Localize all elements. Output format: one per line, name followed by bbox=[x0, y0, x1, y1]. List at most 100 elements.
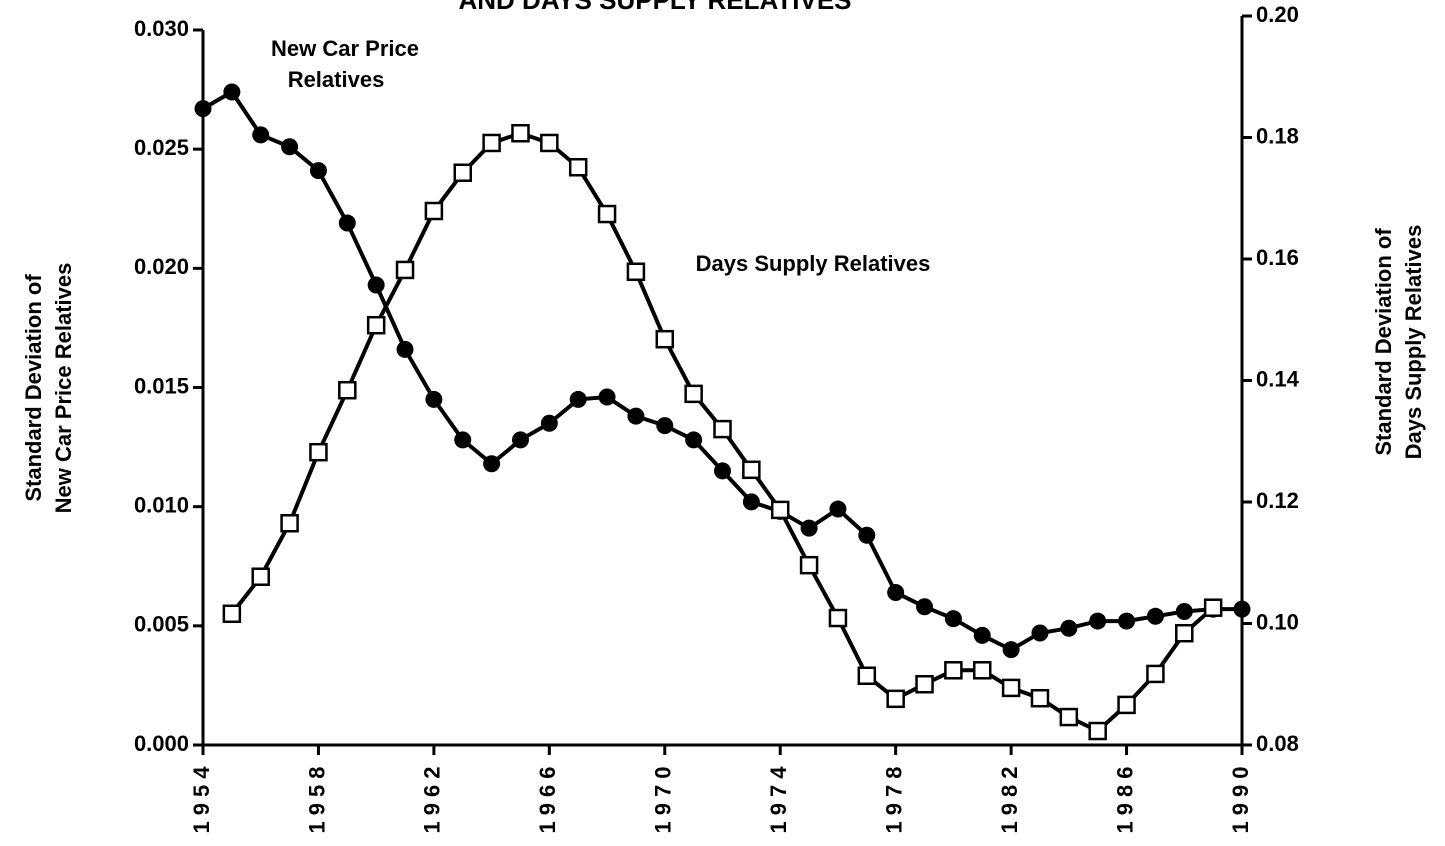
square-marker bbox=[366, 315, 386, 335]
square-marker bbox=[597, 204, 617, 224]
x-tick-label: 1962 bbox=[420, 761, 445, 834]
circle-marker bbox=[194, 100, 212, 118]
y-tick-label: 0.005 bbox=[134, 612, 189, 637]
square-marker bbox=[1088, 721, 1107, 741]
x-tick-label: 1958 bbox=[304, 761, 329, 834]
square-marker bbox=[973, 661, 992, 680]
circle-marker bbox=[598, 388, 616, 406]
square-marker bbox=[395, 260, 415, 280]
square-marker bbox=[424, 201, 444, 221]
circle-marker bbox=[281, 138, 299, 156]
x-tick-label: 1990 bbox=[1228, 761, 1253, 834]
circle-marker bbox=[511, 431, 529, 449]
y2-tick-label: 0.10 bbox=[1256, 609, 1299, 634]
square-marker bbox=[857, 666, 877, 685]
circle-marker bbox=[338, 214, 356, 232]
annotation: Relatives bbox=[288, 67, 385, 92]
square-marker bbox=[655, 329, 675, 349]
square-marker bbox=[915, 675, 934, 694]
circle-marker bbox=[454, 431, 472, 449]
circle-marker bbox=[627, 407, 645, 425]
circle-marker bbox=[685, 431, 703, 449]
square-marker bbox=[886, 689, 905, 709]
square-marker bbox=[944, 661, 963, 680]
square-marker bbox=[222, 604, 242, 624]
x-tick-label: 1954 bbox=[189, 761, 214, 834]
series-line bbox=[201, 89, 1242, 652]
square-marker bbox=[799, 555, 819, 575]
y-axis-title: Standard Deviation of bbox=[21, 274, 46, 502]
square-marker bbox=[309, 442, 328, 462]
circle-marker bbox=[569, 390, 587, 408]
circle-marker bbox=[1146, 607, 1164, 625]
circle-marker bbox=[829, 500, 847, 518]
circle-marker bbox=[396, 340, 414, 358]
y-tick-label: 0.015 bbox=[134, 373, 189, 398]
square-marker bbox=[453, 163, 472, 182]
y-axis-title: New Car Price Relatives bbox=[51, 263, 76, 514]
square-marker bbox=[482, 133, 501, 153]
square-marker bbox=[626, 262, 646, 282]
circle-marker bbox=[540, 414, 558, 432]
square-marker bbox=[713, 419, 732, 439]
y2-tick-label: 0.08 bbox=[1256, 731, 1299, 756]
y-tick-label: 0.030 bbox=[134, 16, 189, 41]
circle-marker bbox=[656, 417, 674, 435]
square-marker bbox=[1146, 664, 1165, 684]
square-marker bbox=[540, 133, 559, 153]
y-tick-label: 0.010 bbox=[134, 492, 189, 517]
square-marker bbox=[251, 567, 270, 586]
square-marker bbox=[511, 123, 530, 143]
square-marker bbox=[1030, 688, 1050, 708]
circle-marker bbox=[1002, 641, 1020, 659]
x-tick-label: 1966 bbox=[535, 761, 560, 834]
annotation: Days Supply Relatives bbox=[696, 251, 931, 276]
circle-marker bbox=[742, 493, 760, 511]
x-tick-label: 1978 bbox=[881, 761, 906, 834]
y-tick-label: 0.025 bbox=[134, 135, 189, 160]
square-marker bbox=[742, 460, 761, 480]
circle-marker bbox=[973, 626, 991, 644]
square-marker bbox=[280, 514, 299, 533]
circle-marker bbox=[800, 519, 818, 537]
y2-tick-label: 0.18 bbox=[1256, 123, 1299, 148]
square-marker bbox=[828, 608, 848, 628]
y2-tick-label: 0.14 bbox=[1256, 366, 1300, 391]
x-tick-label: 1974 bbox=[766, 761, 791, 834]
circle-marker bbox=[425, 390, 443, 408]
circle-marker bbox=[858, 526, 876, 544]
circle-marker bbox=[714, 462, 731, 480]
y-tick-label: 0.000 bbox=[134, 731, 189, 756]
circle-marker bbox=[1233, 600, 1251, 618]
y2-axis-title: Standard Deviation of bbox=[1371, 228, 1396, 456]
y2-tick-label: 0.16 bbox=[1256, 245, 1299, 270]
circle-marker bbox=[223, 83, 241, 101]
square-marker bbox=[568, 158, 588, 177]
chart-title: AND DAYS SUPPLY RELATIVES bbox=[459, 0, 852, 15]
x-tick-label: 1970 bbox=[651, 761, 676, 834]
x-tick-label: 1986 bbox=[1112, 761, 1137, 834]
circle-marker bbox=[367, 276, 385, 294]
circle-marker bbox=[887, 583, 905, 601]
circle-marker bbox=[1089, 612, 1107, 630]
y2-axis-title: Days Supply Relatives bbox=[1401, 225, 1426, 460]
square-marker bbox=[1059, 707, 1079, 727]
circle-marker bbox=[1118, 612, 1136, 630]
x-tick-label: 1982 bbox=[997, 761, 1022, 834]
square-marker bbox=[1175, 623, 1194, 643]
circle-marker bbox=[944, 610, 962, 628]
square-marker bbox=[1001, 678, 1021, 698]
circle-marker bbox=[1060, 619, 1078, 637]
y2-tick-label: 0.12 bbox=[1256, 488, 1299, 513]
square-marker bbox=[684, 384, 703, 404]
square-marker bbox=[338, 380, 357, 400]
circle-marker bbox=[309, 162, 327, 180]
y2-tick-label: 0.20 bbox=[1256, 2, 1299, 27]
square-marker bbox=[1203, 598, 1223, 617]
y-tick-label: 0.020 bbox=[134, 254, 189, 279]
circle-marker bbox=[483, 455, 501, 473]
circle-marker bbox=[1031, 624, 1049, 642]
square-marker bbox=[1117, 695, 1136, 715]
circle-marker bbox=[252, 126, 270, 144]
